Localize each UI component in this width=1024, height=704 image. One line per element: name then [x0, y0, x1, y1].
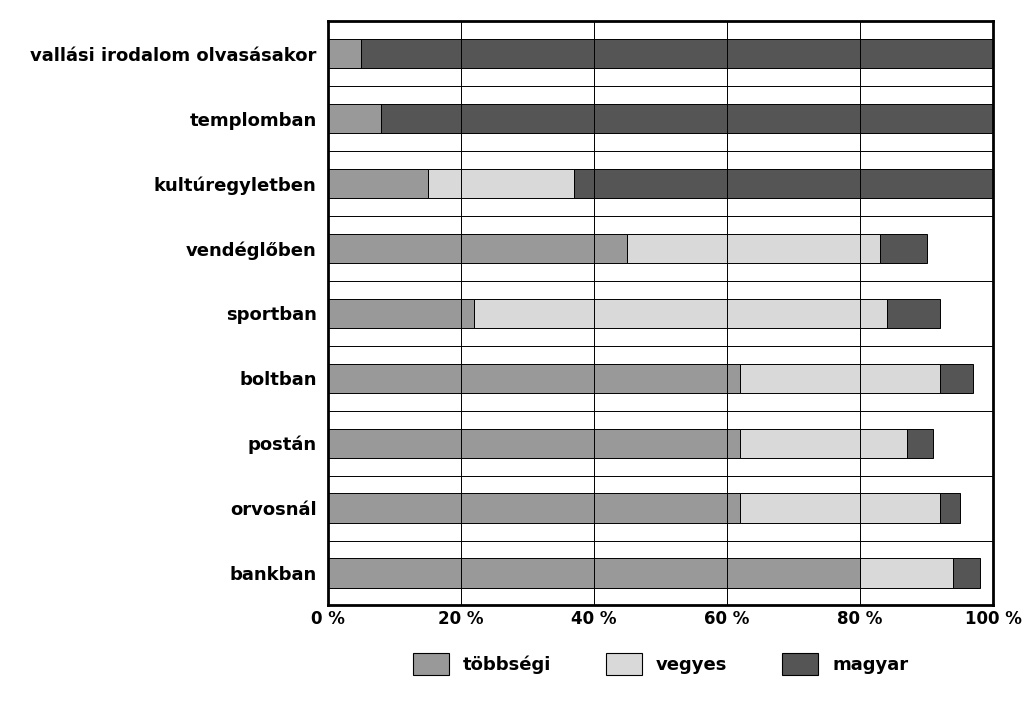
- Bar: [474, 298, 887, 328]
- Bar: [887, 298, 940, 328]
- Bar: [907, 429, 934, 458]
- Bar: [328, 234, 627, 263]
- Bar: [328, 104, 381, 133]
- Bar: [740, 429, 906, 458]
- Bar: [328, 494, 740, 522]
- Bar: [360, 39, 993, 68]
- Bar: [381, 104, 993, 133]
- Bar: [627, 234, 880, 263]
- Bar: [860, 558, 953, 588]
- Bar: [573, 169, 993, 198]
- Bar: [328, 169, 428, 198]
- Bar: [328, 558, 860, 588]
- Bar: [740, 363, 940, 393]
- Legend: többségi, vegyes, magyar: többségi, vegyes, magyar: [403, 644, 918, 684]
- Bar: [428, 169, 573, 198]
- Bar: [740, 494, 940, 522]
- Bar: [328, 39, 360, 68]
- Bar: [940, 494, 959, 522]
- Bar: [940, 363, 973, 393]
- Bar: [328, 363, 740, 393]
- Bar: [880, 234, 927, 263]
- Bar: [328, 429, 740, 458]
- Bar: [328, 298, 474, 328]
- Bar: [953, 558, 980, 588]
